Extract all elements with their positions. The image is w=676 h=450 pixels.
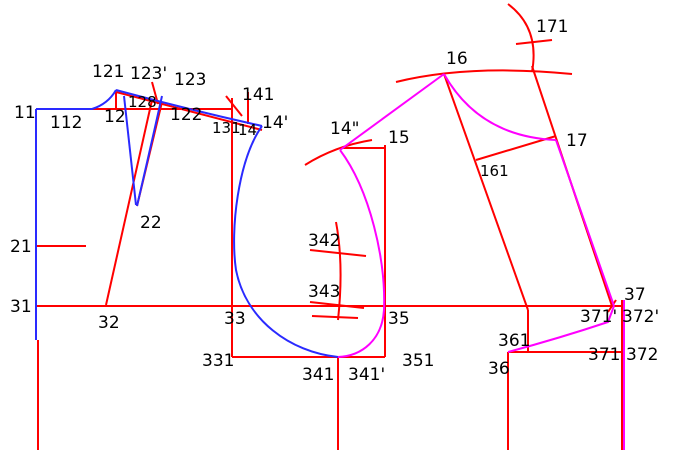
label-14pp: 14" bbox=[330, 119, 359, 139]
sleeve-right-edge bbox=[555, 139, 615, 307]
line-161-17 bbox=[475, 135, 557, 161]
sleeve-cap-left bbox=[339, 73, 445, 151]
label-15: 15 bbox=[388, 128, 410, 148]
label-16: 16 bbox=[446, 49, 468, 69]
label-351: 351 bbox=[402, 351, 434, 371]
point-labels: 11 112 12 121 123' 123 128 122 131 14 14… bbox=[10, 17, 659, 385]
label-372: 372 bbox=[626, 345, 658, 365]
tick-343 bbox=[309, 301, 365, 309]
label-121: 121 bbox=[92, 62, 124, 82]
label-14p: 14' bbox=[262, 113, 288, 133]
sleeve-curves bbox=[337, 73, 625, 450]
tick-342 bbox=[309, 249, 367, 257]
label-342: 342 bbox=[308, 231, 340, 251]
sleeve-hem-curve bbox=[507, 305, 615, 353]
label-331: 331 bbox=[202, 351, 234, 371]
label-11: 11 bbox=[14, 103, 36, 123]
label-371p: 371' bbox=[580, 307, 617, 327]
label-122: 122 bbox=[170, 105, 202, 125]
label-21: 21 bbox=[10, 237, 32, 257]
label-36: 36 bbox=[488, 359, 510, 379]
sleeve-inner-curve bbox=[443, 73, 557, 141]
neckline-curve bbox=[36, 89, 117, 110]
tick-171 bbox=[515, 39, 553, 45]
front-curves bbox=[35, 89, 339, 358]
label-17: 17 bbox=[566, 131, 588, 151]
label-371: 371 bbox=[588, 345, 620, 365]
arc-16 bbox=[395, 69, 573, 83]
back-armhole-curve bbox=[337, 149, 386, 358]
construction-lines bbox=[36, 3, 623, 450]
tick-371p bbox=[607, 299, 617, 313]
shoulder-curve bbox=[115, 89, 263, 127]
armhole-curve bbox=[233, 125, 339, 358]
label-37: 37 bbox=[624, 285, 646, 305]
label-33: 33 bbox=[224, 309, 246, 329]
label-14: 14 bbox=[238, 121, 257, 139]
dart-blue-right bbox=[136, 95, 163, 207]
sleeve-line-16-36 bbox=[443, 73, 529, 311]
label-123a: 123' bbox=[130, 64, 167, 84]
label-123b: 123 bbox=[174, 70, 206, 90]
label-31: 31 bbox=[10, 297, 32, 317]
label-361: 361 bbox=[498, 331, 530, 351]
label-32: 32 bbox=[98, 313, 120, 333]
label-171: 171 bbox=[536, 17, 568, 37]
label-22: 22 bbox=[140, 213, 162, 233]
label-343: 343 bbox=[308, 282, 340, 302]
label-128: 128 bbox=[128, 93, 157, 111]
tick-342-343-vertical bbox=[335, 221, 342, 321]
dart-left-leg bbox=[105, 99, 153, 306]
label-141: 141 bbox=[242, 85, 274, 105]
label-341: 341 bbox=[302, 365, 334, 385]
shoulder-line bbox=[115, 91, 263, 131]
label-131: 131 bbox=[212, 119, 241, 137]
label-12: 12 bbox=[104, 107, 126, 127]
label-112: 112 bbox=[50, 113, 82, 133]
label-161: 161 bbox=[480, 162, 509, 180]
dart-blue-left bbox=[123, 95, 137, 206]
label-372p: 372' bbox=[622, 307, 659, 327]
tick-141a bbox=[225, 95, 243, 117]
tick-343b bbox=[311, 315, 359, 319]
label-35: 35 bbox=[388, 309, 410, 329]
arc-14pp bbox=[304, 139, 373, 166]
arc-171 bbox=[507, 3, 535, 73]
label-341p: 341' bbox=[348, 365, 385, 385]
